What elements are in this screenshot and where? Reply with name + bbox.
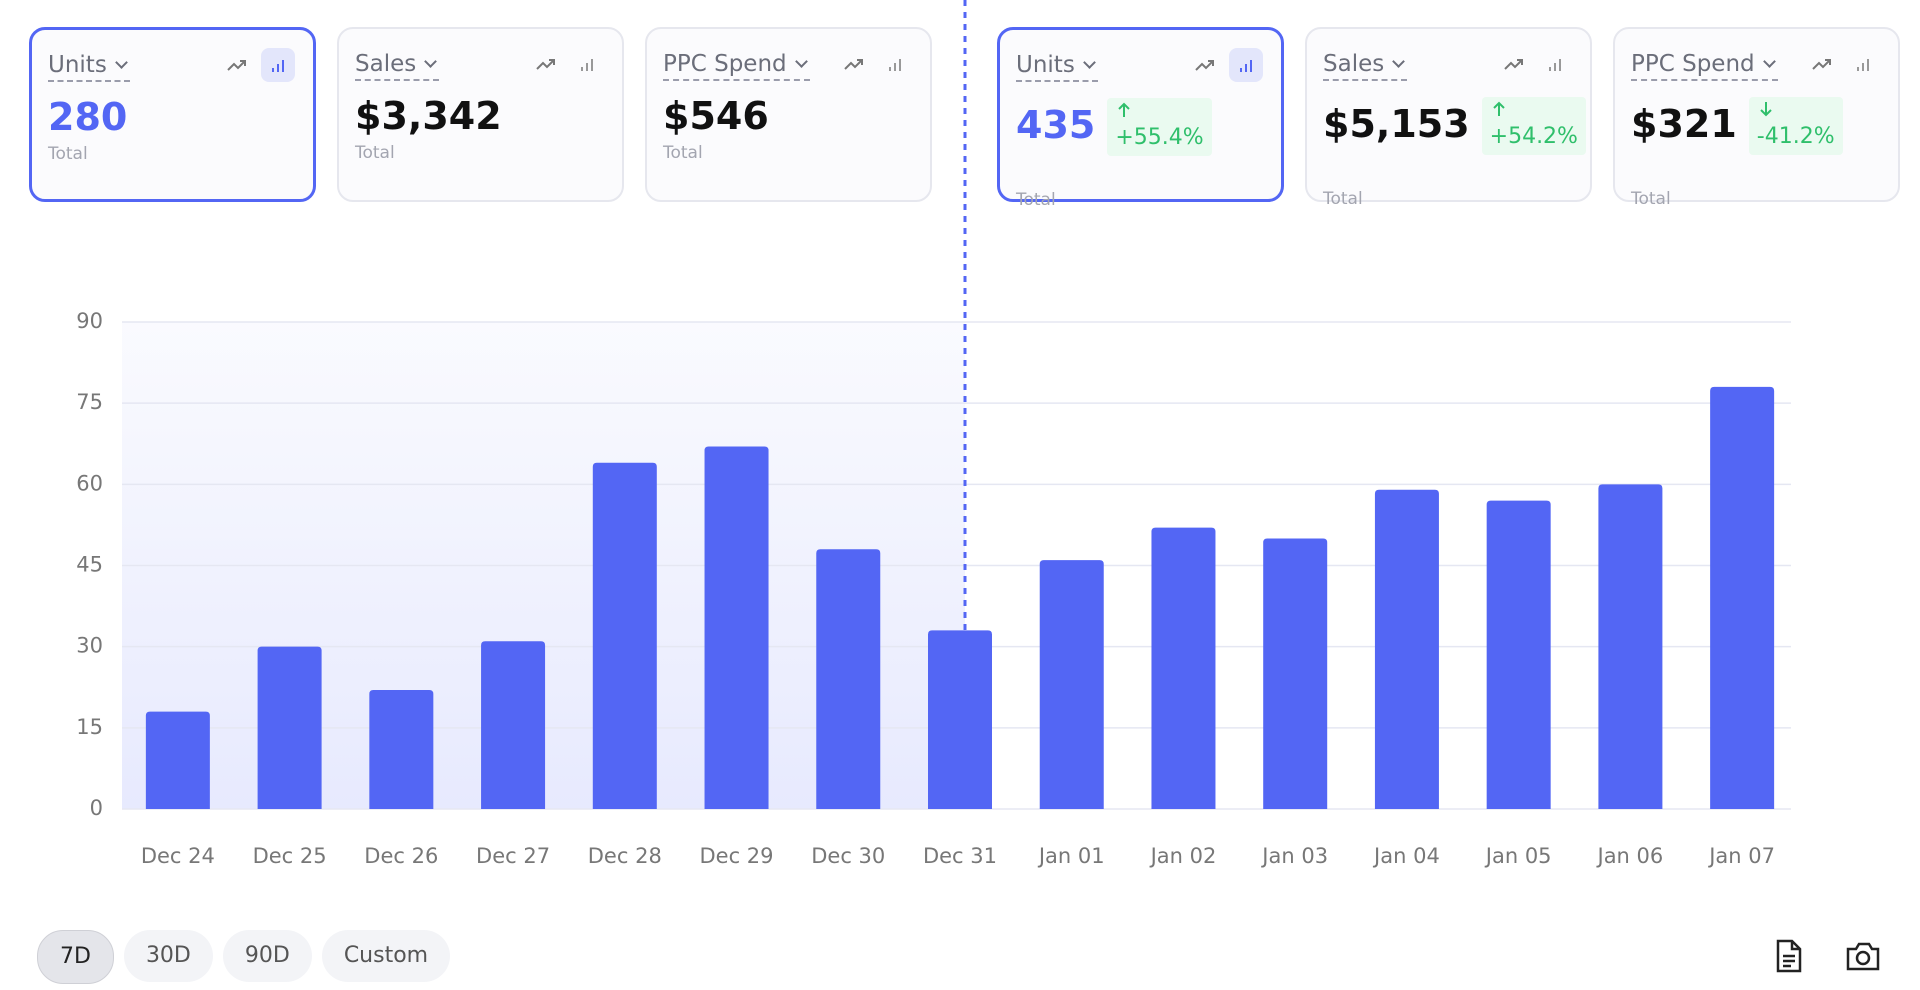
x-tick-label: Dec 24 — [141, 844, 215, 868]
bar — [1486, 500, 1551, 809]
line-view-icon[interactable] — [1496, 47, 1530, 81]
change-badge: +54.2% — [1481, 97, 1586, 155]
metric-caption: Total — [663, 143, 703, 163]
x-tick-label: Dec 30 — [811, 844, 885, 868]
bar — [1598, 484, 1663, 809]
metric-label: Sales — [355, 51, 440, 81]
y-tick-label: 0 — [90, 796, 103, 820]
change-value: +54.2% — [1489, 124, 1578, 149]
metric-label: PPC Spend — [1631, 51, 1778, 81]
x-tick-label: Dec 29 — [700, 844, 774, 868]
bar-view-icon[interactable] — [570, 47, 604, 81]
x-tick-label: Jan 02 — [1149, 844, 1217, 868]
x-tick-label: Dec 27 — [476, 844, 550, 868]
bar-view-icon[interactable] — [1538, 47, 1572, 81]
bar — [1710, 386, 1775, 809]
metric-caption: Total — [1016, 190, 1056, 210]
range-button[interactable]: 7D — [37, 930, 114, 984]
bar — [481, 641, 546, 809]
y-tick-label: 30 — [76, 634, 103, 658]
change-arrow — [1490, 99, 1578, 124]
y-tick-label: 75 — [76, 390, 103, 414]
screenshot-icon[interactable] — [1843, 936, 1883, 976]
metric-value: 280 — [48, 95, 128, 139]
metric-card[interactable]: Sales $3,342 Total — [337, 27, 624, 202]
metric-value: $3,342 — [355, 94, 502, 138]
range-button[interactable]: 30D — [123, 930, 213, 982]
line-view-icon[interactable] — [528, 47, 562, 81]
change-arrow — [1757, 99, 1835, 124]
metric-label: PPC Spend — [663, 51, 810, 81]
x-tick-label: Jan 01 — [1037, 844, 1105, 868]
change-value: -41.2% — [1756, 124, 1835, 149]
x-tick-label: Jan 03 — [1260, 844, 1328, 868]
x-tick-label: Jan 05 — [1484, 844, 1552, 868]
bar — [145, 711, 210, 809]
range-button[interactable]: 90D — [222, 930, 312, 982]
bar-view-icon[interactable] — [1846, 47, 1880, 81]
bar — [928, 630, 992, 809]
line-view-icon[interactable] — [836, 47, 870, 81]
line-view-icon[interactable] — [219, 48, 253, 82]
metric-label: Sales — [1323, 51, 1408, 81]
metric-card[interactable]: Units 435 Total +55.4% — [997, 27, 1284, 210]
change-value: +55.4% — [1115, 125, 1204, 150]
metric-card[interactable]: PPC Spend $321 Total -41.2% — [1613, 27, 1900, 209]
range-button[interactable]: Custom — [321, 930, 451, 982]
y-tick-label: 90 — [76, 309, 103, 333]
y-tick-label: 45 — [76, 553, 103, 577]
bar — [369, 689, 434, 809]
metric-label: Units — [1016, 52, 1098, 82]
metric-value: 435 — [1016, 103, 1096, 147]
bar-view-icon[interactable] — [1229, 48, 1263, 82]
x-tick-label: Dec 26 — [364, 844, 438, 868]
metric-card[interactable]: PPC Spend $546 Total — [645, 27, 932, 202]
bar — [816, 549, 881, 809]
bar — [592, 462, 657, 809]
metric-value: $321 — [1631, 102, 1737, 146]
x-tick-label: Dec 25 — [253, 844, 327, 868]
x-tick-label: Jan 04 — [1372, 844, 1440, 868]
change-badge: -41.2% — [1748, 97, 1843, 155]
metric-caption: Total — [48, 144, 88, 164]
metric-card[interactable]: Sales $5,153 Total +54.2% — [1305, 27, 1592, 209]
metric-caption: Total — [355, 143, 395, 163]
x-tick-label: Jan 06 — [1596, 844, 1664, 868]
y-tick-label: 15 — [76, 715, 103, 739]
y-tick-label: 60 — [76, 471, 103, 495]
change-arrow — [1115, 100, 1203, 125]
x-tick-label: Dec 31 — [923, 844, 997, 868]
x-tick-label: Jan 07 — [1707, 844, 1775, 868]
line-view-icon[interactable] — [1804, 47, 1838, 81]
x-tick-label: Dec 28 — [588, 844, 662, 868]
metric-value: $546 — [663, 94, 769, 138]
change-badge: +55.4% — [1107, 98, 1212, 156]
metric-value: $5,153 — [1323, 102, 1470, 146]
bar — [1039, 560, 1104, 809]
metric-label: Units — [48, 52, 130, 82]
bar-view-icon[interactable] — [261, 48, 295, 82]
bar — [1151, 527, 1216, 809]
bar — [1263, 538, 1328, 809]
line-view-icon[interactable] — [1187, 48, 1221, 82]
metric-caption: Total — [1323, 189, 1363, 209]
bar — [1374, 489, 1439, 809]
bar-view-icon[interactable] — [878, 47, 912, 81]
metric-card[interactable]: Units 280 Total — [29, 27, 316, 202]
metric-caption: Total — [1631, 189, 1671, 209]
bar — [257, 646, 322, 809]
bar — [704, 446, 769, 809]
export-icon[interactable] — [1768, 936, 1808, 976]
